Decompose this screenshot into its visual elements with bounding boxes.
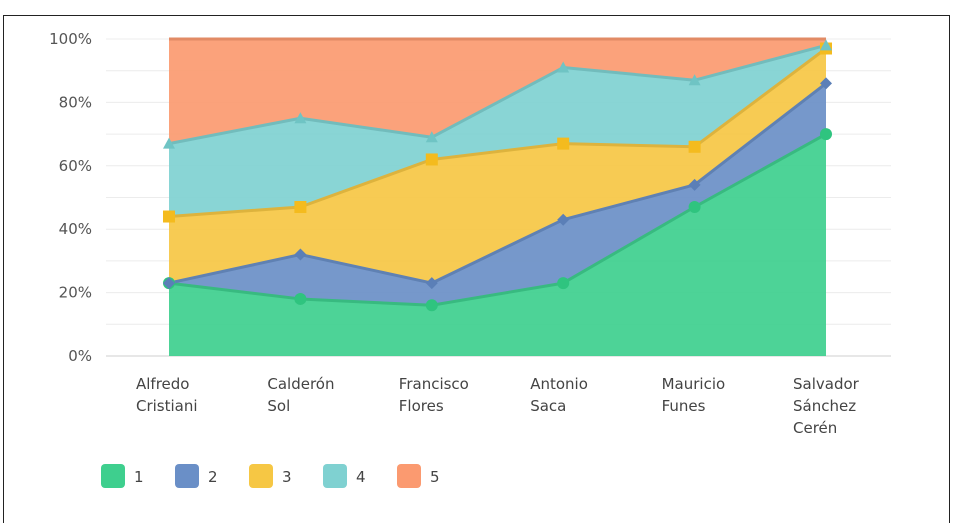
marker-series-4-point-3 [425, 131, 438, 143]
line-series-3 [168, 47, 827, 219]
area-layers [169, 39, 826, 356]
legend-label-4: 4 [356, 468, 366, 486]
marker-series-1-point-2 [294, 292, 307, 305]
x-category-label: Salvador Sánchez Cerén [793, 375, 860, 437]
chart-frame: 0% 20% 40% 60% 80% 100% Alfredo Cristiani Calde… [3, 15, 950, 523]
y-axis-ticks: 0% 20% 40% 60% 80% 100% [49, 30, 92, 365]
x-category-label: Calderón Sol [267, 375, 334, 415]
legend-label-3: 3 [282, 468, 292, 486]
legend: 1 2 3 4 5 [101, 464, 440, 488]
marker-series-3-point-5 [688, 140, 701, 153]
legend-label-2: 2 [208, 468, 218, 486]
marker-series-3-point-4 [557, 137, 570, 150]
marker-series-2-point-1 [163, 277, 175, 290]
marker-series-2-point-4 [557, 213, 570, 226]
x-category-label: Mauricio Funes [662, 375, 726, 415]
marker-series-4-point-6 [820, 39, 832, 51]
x-axis-labels: Alfredo Cristiani Calderón Sol Francisco Flor… [136, 375, 860, 437]
legend-swatch-3 [249, 464, 273, 488]
marker-series-2-point-2 [294, 248, 307, 261]
area-series-5 [169, 39, 826, 144]
area-series-3 [169, 48, 826, 284]
line-series-4 [168, 43, 827, 146]
y-tick-label: 0% [68, 347, 92, 365]
x-category-label: Antonio Saca [530, 375, 588, 415]
marker-series-1-point-5 [688, 201, 701, 214]
legend-swatch-5 [397, 464, 421, 488]
marker-series-2-point-5 [688, 178, 701, 191]
marker-series-3-point-2 [294, 201, 307, 214]
line-series-1 [168, 132, 827, 307]
x-category-label: Alfredo Cristiani [136, 375, 198, 415]
marker-series-1-point-4 [557, 277, 570, 290]
marker-series-1-point-3 [425, 299, 438, 312]
area-series-2 [169, 83, 826, 306]
marker-series-4-point-5 [688, 74, 701, 86]
marker-series-4-point-1 [163, 137, 175, 149]
marker-series-2-point-6 [820, 77, 832, 90]
line-series-2 [168, 82, 827, 285]
series-lines [168, 37, 827, 307]
marker-series-4-point-2 [294, 112, 307, 124]
y-tick-label: 40% [59, 220, 92, 238]
marker-series-1-point-6 [820, 128, 832, 141]
marker-series-2-point-3 [425, 277, 438, 290]
marker-series-3-point-1 [163, 210, 175, 223]
marker-series-4-point-4 [557, 61, 570, 73]
y-tick-label: 80% [59, 93, 92, 111]
area-series-4 [169, 45, 826, 217]
legend-label-5: 5 [430, 468, 440, 486]
data-markers [163, 39, 832, 312]
stacked-area-chart: 0% 20% 40% 60% 80% 100% Alfredo Cristiani Calde… [49, 30, 891, 488]
y-tick-label: 20% [59, 284, 92, 302]
area-series-1 [169, 134, 826, 356]
y-tick-label: 100% [49, 30, 92, 48]
x-category-label: Francisco Flores [399, 375, 469, 415]
legend-swatch-2 [175, 464, 199, 488]
legend-swatch-4 [323, 464, 347, 488]
legend-label-1: 1 [134, 468, 144, 486]
legend-swatch-1 [101, 464, 125, 488]
y-tick-label: 60% [59, 157, 92, 175]
marker-series-3-point-3 [425, 153, 438, 166]
